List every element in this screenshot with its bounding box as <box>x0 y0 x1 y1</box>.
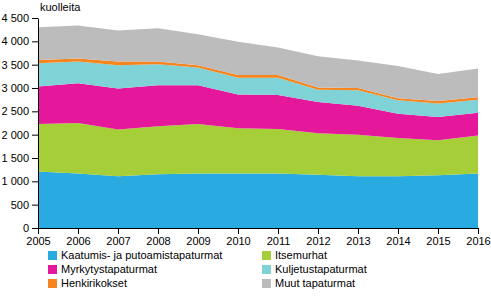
legend-swatch <box>262 251 271 260</box>
area <box>38 25 478 101</box>
legend-label: Kuljetustapaturmat <box>275 263 367 275</box>
x-tick: 2010 <box>226 228 250 247</box>
x-tick-mark <box>198 228 199 234</box>
y-tick-mark <box>32 181 38 182</box>
x-tick: 2005 <box>26 228 50 247</box>
x-tick: 2006 <box>66 228 90 247</box>
x-tick-label: 2015 <box>426 235 450 247</box>
y-tick: 1 000 <box>1 175 38 187</box>
x-axis-line <box>39 228 479 229</box>
areas <box>38 25 478 228</box>
x-tick-mark <box>78 228 79 234</box>
y-tick: 2 000 <box>1 129 38 141</box>
y-tick-mark <box>32 65 38 66</box>
y-tick-label: 4 500 <box>1 12 29 24</box>
y-axis: 0 500 1 000 1 500 2 000 2 500 3 000 3 500 4 000 4… <box>1 12 38 234</box>
x-tick: 2012 <box>306 228 330 247</box>
y-tick: 3 500 <box>1 59 38 71</box>
x-tick-label: 2008 <box>146 235 170 247</box>
y-tick: 4 500 <box>1 12 38 24</box>
x-tick-label: 2012 <box>306 235 330 247</box>
legend-swatch <box>48 251 57 260</box>
y-tick: 500 <box>11 199 38 211</box>
x-tick-mark <box>358 228 359 234</box>
x-tick: 2011 <box>267 228 291 247</box>
x-tick-mark <box>278 228 279 234</box>
x-tick-label: 2013 <box>346 235 370 247</box>
y-tick-label: 1 500 <box>1 152 29 164</box>
legend-swatch <box>48 279 57 288</box>
x-tick-label: 2011 <box>267 235 291 247</box>
chart: 0 500 1 000 1 500 2 000 2 500 3 000 3 500 4 000 4… <box>0 0 491 302</box>
x-tick-mark <box>398 228 399 234</box>
y-tick: 4 000 <box>1 35 38 47</box>
x-tick-mark <box>38 228 39 234</box>
x-tick: 2008 <box>146 228 170 247</box>
x-tick: 2014 <box>386 228 410 247</box>
x-tick: 2013 <box>346 228 370 247</box>
x-tick-mark <box>318 228 319 234</box>
y-tick-mark <box>32 111 38 112</box>
y-tick-label: 3 500 <box>1 59 29 71</box>
x-tick-label: 2007 <box>106 235 130 247</box>
y-tick-label: 1 000 <box>1 175 29 187</box>
x-tick: 2009 <box>186 228 210 247</box>
x-axis: 2005 2006 2007 2008 2009 2010 2011 2012 2013 2014… <box>26 228 490 247</box>
area <box>38 172 478 228</box>
x-tick-label: 2005 <box>26 235 50 247</box>
x-tick-label: 2014 <box>386 235 410 247</box>
y-tick-label: 4 000 <box>1 35 29 47</box>
y-tick: 0 <box>23 222 38 234</box>
x-tick: 2016 <box>466 228 490 247</box>
legend-swatch <box>262 265 271 274</box>
legend: Kaatumis- ja putoamistapaturmat Itsemurha… <box>48 249 367 289</box>
y-tick-mark <box>32 158 38 159</box>
x-tick-label: 2010 <box>226 235 250 247</box>
x-tick-label: 2006 <box>66 235 90 247</box>
x-tick-mark <box>478 228 479 234</box>
x-tick-label: 2016 <box>466 235 490 247</box>
y-axis-line <box>38 19 39 229</box>
y-tick-label: 2 500 <box>1 105 29 117</box>
legend-label: Itsemurhat <box>275 249 327 261</box>
legend-label: Myrkytystapaturmat <box>61 263 157 275</box>
x-tick-label: 2009 <box>186 235 210 247</box>
y-axis-title: kuolleita <box>40 1 81 13</box>
x-tick-mark <box>158 228 159 234</box>
x-tick-mark <box>118 228 119 234</box>
x-tick-mark <box>238 228 239 234</box>
y-tick-label: 0 <box>23 222 29 234</box>
y-tick-mark <box>32 41 38 42</box>
x-tick-mark <box>438 228 439 234</box>
y-tick-mark <box>32 135 38 136</box>
y-tick-label: 3 000 <box>1 82 29 94</box>
y-tick-mark <box>32 18 38 19</box>
y-tick: 3 000 <box>1 82 38 94</box>
y-tick-label: 500 <box>11 199 29 211</box>
legend-label: Henkirikokset <box>61 277 127 289</box>
y-tick-label: 2 000 <box>1 129 29 141</box>
x-tick: 2007 <box>106 228 130 247</box>
legend-swatch <box>262 279 271 288</box>
y-tick-mark <box>32 228 38 229</box>
x-tick: 2015 <box>426 228 450 247</box>
y-tick: 1 500 <box>1 152 38 164</box>
y-tick-mark <box>32 205 38 206</box>
legend-swatch <box>48 265 57 274</box>
legend-label: Muut tapaturmat <box>275 277 355 289</box>
y-tick: 2 500 <box>1 105 38 117</box>
plot: 0 500 1 000 1 500 2 000 2 500 3 000 3 500 4 000 4… <box>1 12 490 247</box>
legend-label: Kaatumis- ja putoamistapaturmat <box>61 249 222 261</box>
y-tick-mark <box>32 88 38 89</box>
